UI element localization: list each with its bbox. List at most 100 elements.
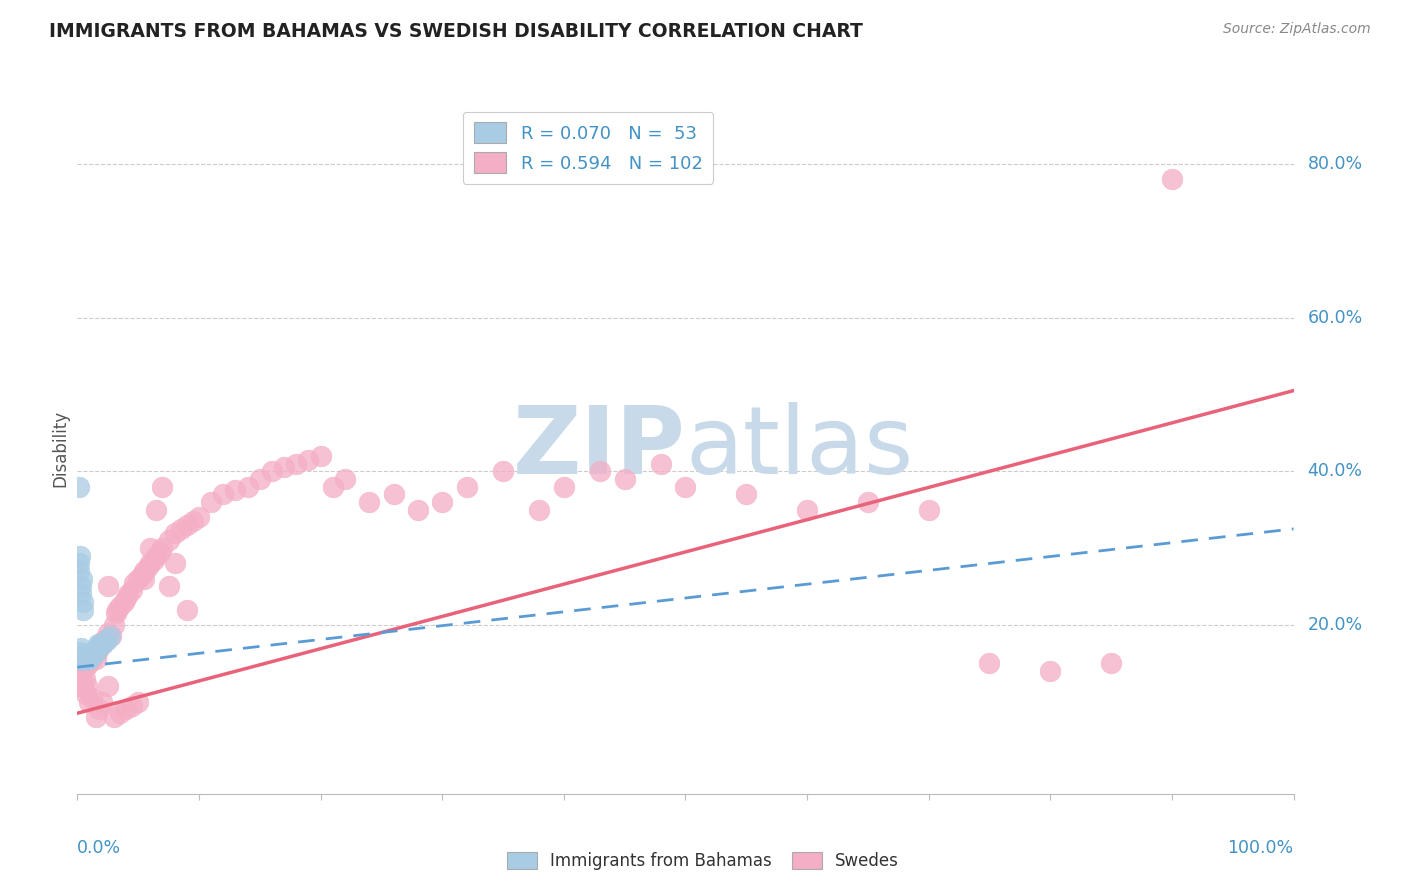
Point [149,545,172,559]
Point [134,564,156,578]
Point [80,652,103,666]
Point [89,637,111,651]
Point [69,652,91,666]
Point [70,587,93,601]
Point [82,648,104,663]
Point [73,657,96,671]
Point [613,472,636,486]
Point [188,510,211,524]
Point [67,652,90,666]
Point [72,679,94,693]
Point [322,480,344,494]
Point [87,637,110,651]
Point [157,580,180,594]
Text: 0.0%: 0.0% [77,838,121,857]
Point [73,652,96,666]
Point [75,652,97,666]
Point [675,480,697,494]
Point [91,637,114,651]
Point [492,464,515,478]
Point [70,652,93,666]
Point [73,652,96,666]
Point [67,652,90,666]
Point [200,495,222,509]
Point [115,591,138,605]
Point [105,607,128,621]
Point [89,702,111,716]
Point [89,640,111,655]
Point [103,618,125,632]
Point [76,652,98,666]
Point [80,648,103,663]
Point [67,652,90,666]
Point [72,652,94,666]
Point [406,502,429,516]
Point [80,690,103,705]
Legend: Immigrants from Bahamas, Swedes: Immigrants from Bahamas, Swedes [501,845,905,877]
Point [69,549,91,563]
Point [67,652,90,666]
Point [163,525,186,540]
Point [90,695,112,709]
Point [359,495,381,509]
Point [107,602,129,616]
Point [70,640,93,655]
Point [456,480,478,494]
Point [72,602,94,616]
Point [75,652,97,666]
Text: IMMIGRANTS FROM BAHAMAS VS SWEDISH DISABILITY CORRELATION CHART: IMMIGRANTS FROM BAHAMAS VS SWEDISH DISAB… [49,22,863,41]
Point [79,652,101,666]
Point [76,648,98,663]
Point [70,652,93,666]
Point [77,648,100,663]
Point [67,480,90,494]
Point [72,652,94,666]
Point [273,460,295,475]
Text: ZIP: ZIP [513,402,686,494]
Point [309,449,332,463]
Point [69,652,91,666]
Point [80,645,103,659]
Point [142,552,165,566]
Point [70,572,93,586]
Point [70,652,93,666]
Point [212,487,235,501]
Point [70,652,93,666]
Point [100,629,122,643]
Point [70,580,93,594]
Point [430,495,453,509]
Point [152,480,174,494]
Point [67,557,90,571]
Point [79,657,101,671]
Point [72,595,94,609]
Point [67,564,90,578]
Point [79,695,101,709]
Text: 60.0%: 60.0% [1308,309,1362,326]
Point [553,480,575,494]
Point [67,652,90,666]
Point [224,483,246,498]
Point [1099,657,1122,671]
Point [145,549,167,563]
Point [139,541,162,555]
Point [83,645,105,659]
Point [124,575,146,590]
Point [84,645,107,659]
Point [157,533,180,548]
Point [97,625,120,640]
Point [84,652,107,666]
Point [249,472,271,486]
Point [86,640,108,655]
Point [93,633,115,648]
Point [918,502,941,516]
Point [333,472,356,486]
Point [70,652,93,666]
Point [650,457,672,471]
Point [67,648,90,663]
Point [121,583,143,598]
Text: atlas: atlas [686,402,914,494]
Point [236,480,259,494]
Point [70,664,93,678]
Point [79,652,101,666]
Point [70,664,93,678]
